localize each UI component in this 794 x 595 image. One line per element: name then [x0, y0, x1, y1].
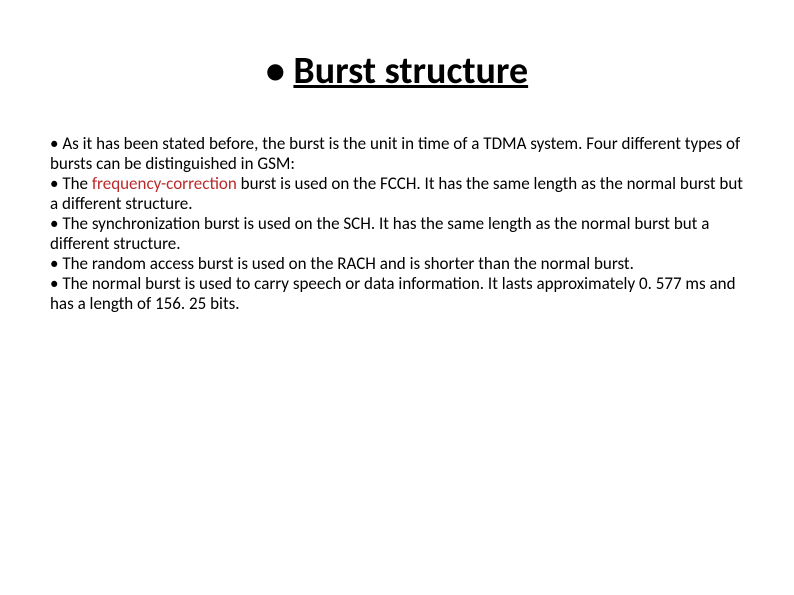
title-row: • Burst structure [50, 48, 744, 94]
bullet-icon: • [50, 173, 62, 194]
bullet-icon: • [50, 253, 62, 274]
text-run: As it has been stated before, the burst … [50, 133, 740, 174]
bullet-icon: • [50, 133, 62, 154]
text-run: The random access burst is used on the R… [62, 253, 634, 274]
text-highlight: frequency-correction [92, 173, 237, 194]
text-run: The normal burst is used to carry speech… [50, 273, 736, 314]
bullet-item-1: • As it has been stated before, the burs… [50, 134, 744, 174]
bullet-item-4: • The random access burst is used on the… [50, 254, 744, 274]
bullet-icon: • [50, 213, 62, 234]
slide: • Burst structure • As it has been state… [0, 0, 794, 314]
bullet-item-2: • The frequency-correction burst is used… [50, 174, 744, 214]
slide-title: Burst structure [293, 48, 528, 94]
title-bullet: • [266, 48, 294, 94]
bullet-icon: • [50, 273, 62, 294]
body-text: • As it has been stated before, the burs… [50, 134, 744, 314]
bullet-item-5: • The normal burst is used to carry spee… [50, 274, 744, 314]
text-run: The [62, 173, 92, 194]
bullet-item-3: • The synchronization burst is used on t… [50, 214, 744, 254]
text-run: The synchronization burst is used on the… [50, 213, 709, 254]
